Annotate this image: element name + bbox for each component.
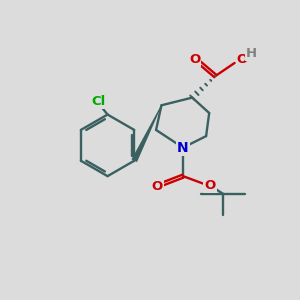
- Text: N: N: [177, 141, 189, 155]
- Text: H: H: [246, 47, 257, 60]
- Text: O: O: [237, 52, 248, 66]
- Text: O: O: [189, 52, 200, 66]
- Polygon shape: [131, 105, 162, 162]
- Text: O: O: [151, 180, 163, 193]
- Text: O: O: [204, 179, 216, 192]
- Text: Cl: Cl: [91, 95, 105, 108]
